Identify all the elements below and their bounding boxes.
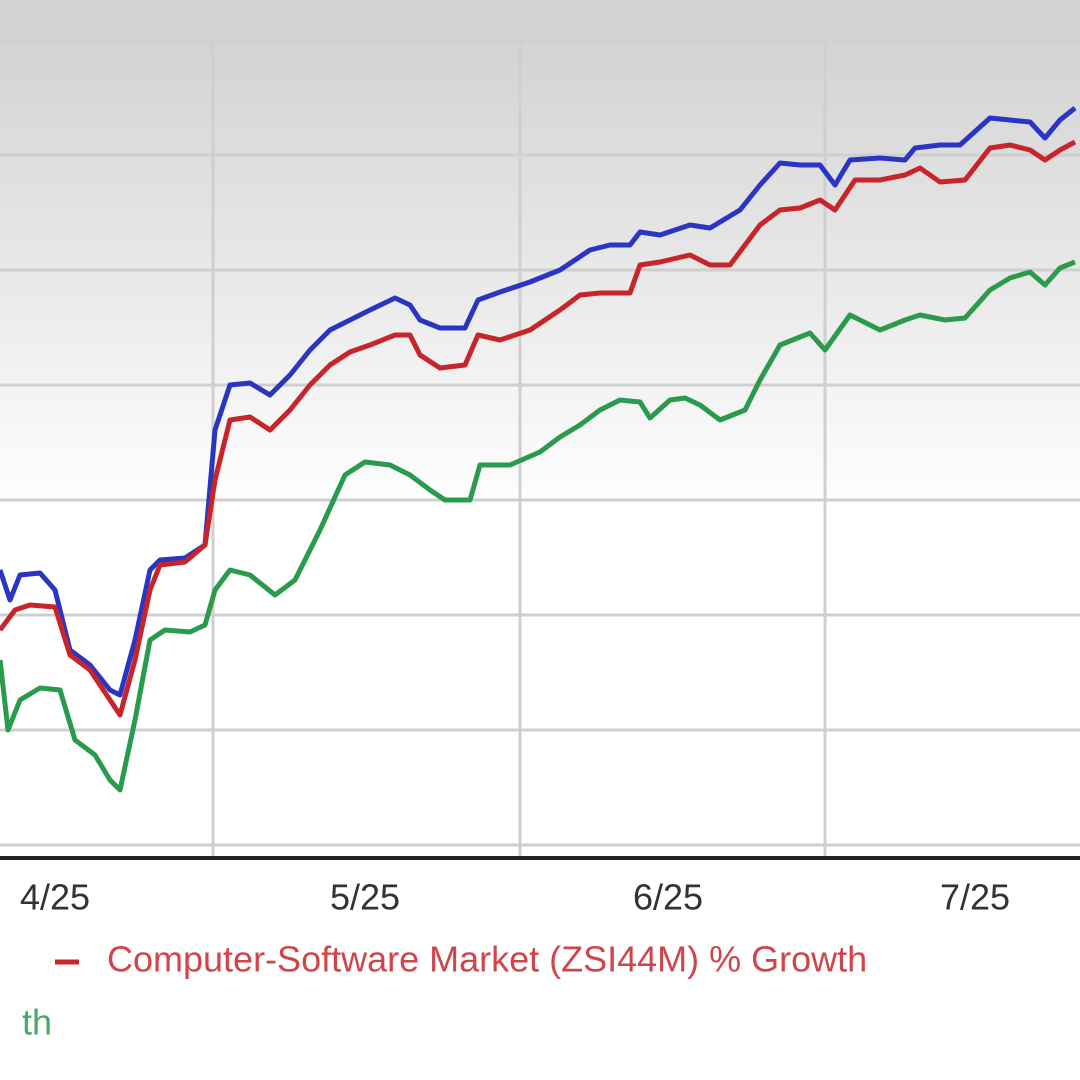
plot-background (0, 0, 1080, 858)
top-band (0, 0, 1080, 40)
x-tick-label: 7/25 (940, 877, 1010, 918)
series-line (0, 106, 1077, 698)
x-tick-label: 4/25 (20, 877, 90, 918)
legend-label: th (22, 1002, 52, 1043)
legend-label: Computer-Software Market (ZSI44M) % Grow… (107, 939, 867, 980)
series-line (0, 259, 1076, 793)
x-tick-label: 6/25 (633, 877, 703, 918)
series-line (0, 139, 1077, 718)
x-tick-label: 5/25 (330, 877, 400, 918)
